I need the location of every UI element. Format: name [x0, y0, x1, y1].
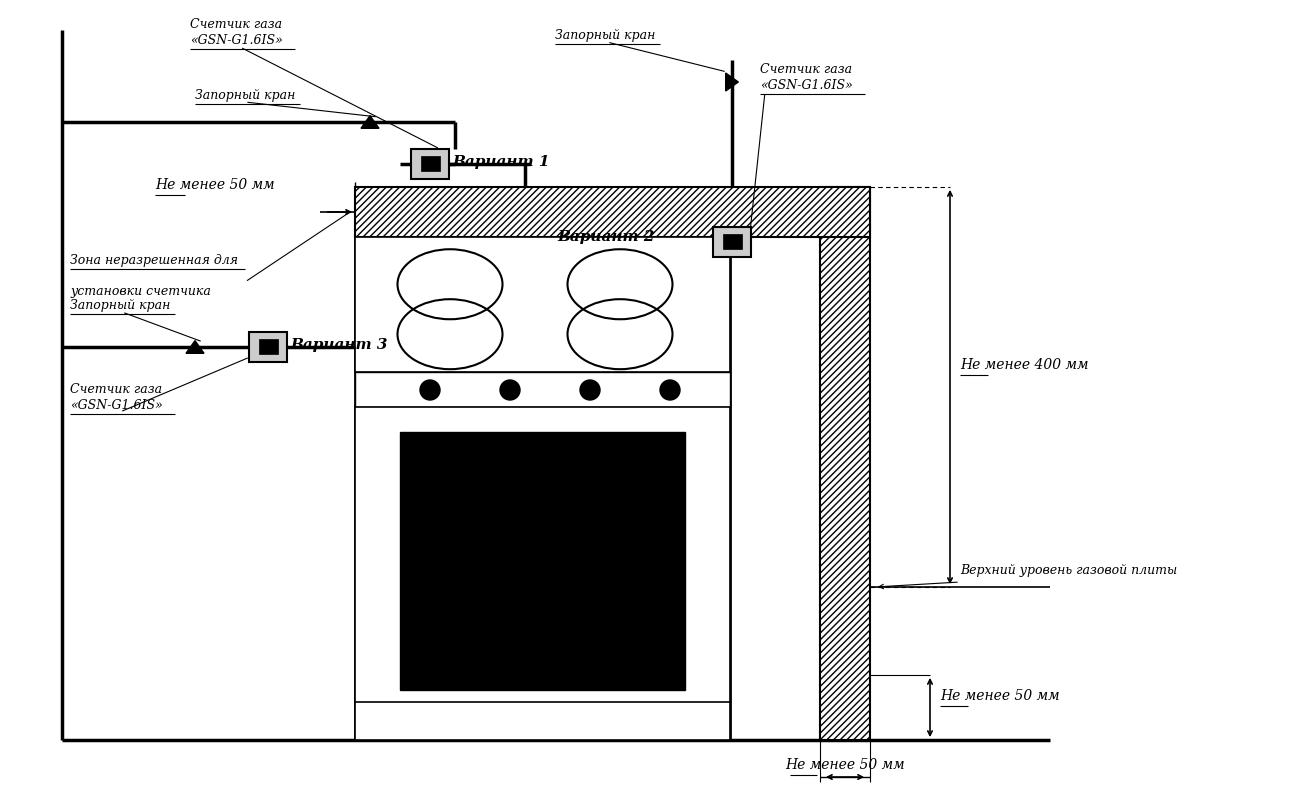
- Bar: [258, 339, 278, 354]
- Bar: [724, 234, 742, 249]
- Bar: [355, 237, 730, 740]
- Polygon shape: [726, 73, 738, 82]
- Text: Вариант 1: Вариант 1: [452, 155, 549, 169]
- Bar: [355, 187, 870, 237]
- Text: Запорный кран: Запорный кран: [195, 89, 296, 102]
- Text: Счетчик газа
«GSN-G1.6IS»: Счетчик газа «GSN-G1.6IS»: [70, 383, 163, 412]
- Text: Вариант 3: Вариант 3: [289, 338, 388, 352]
- Text: Не менее 50 мм: Не менее 50 мм: [155, 178, 275, 192]
- Polygon shape: [360, 115, 370, 128]
- Text: Не менее 50 мм: Не менее 50 мм: [786, 758, 904, 772]
- Text: Зона неразрешенная для: Зона неразрешенная для: [70, 254, 238, 267]
- Bar: [401, 432, 685, 690]
- Bar: [713, 227, 751, 257]
- Bar: [249, 332, 287, 362]
- Bar: [355, 372, 730, 407]
- Text: Запорный кран: Запорный кран: [70, 299, 171, 312]
- Bar: [355, 407, 730, 705]
- Text: Не менее 400 мм: Не менее 400 мм: [960, 358, 1088, 372]
- Bar: [411, 149, 450, 179]
- Circle shape: [580, 380, 599, 400]
- Text: Вариант 2: Вариант 2: [557, 230, 655, 244]
- Polygon shape: [186, 341, 195, 354]
- Text: Не менее 50 мм: Не менее 50 мм: [941, 689, 1059, 703]
- Circle shape: [660, 380, 680, 400]
- Polygon shape: [195, 341, 204, 354]
- Text: Счетчик газа
«GSN-G1.6IS»: Счетчик газа «GSN-G1.6IS»: [190, 18, 283, 47]
- Polygon shape: [726, 82, 738, 91]
- Text: Запорный кран: Запорный кран: [556, 29, 655, 42]
- Bar: [355, 237, 730, 372]
- Polygon shape: [370, 115, 379, 128]
- Bar: [820, 187, 870, 740]
- Circle shape: [420, 380, 441, 400]
- Bar: [421, 156, 441, 171]
- Bar: [355, 702, 730, 740]
- Circle shape: [500, 380, 519, 400]
- Text: Верхний уровень газовой плиты: Верхний уровень газовой плиты: [960, 564, 1177, 577]
- Text: Счетчик газа
«GSN-G1.6IS»: Счетчик газа «GSN-G1.6IS»: [760, 63, 853, 92]
- Text: установки счетчика: установки счетчика: [70, 285, 211, 298]
